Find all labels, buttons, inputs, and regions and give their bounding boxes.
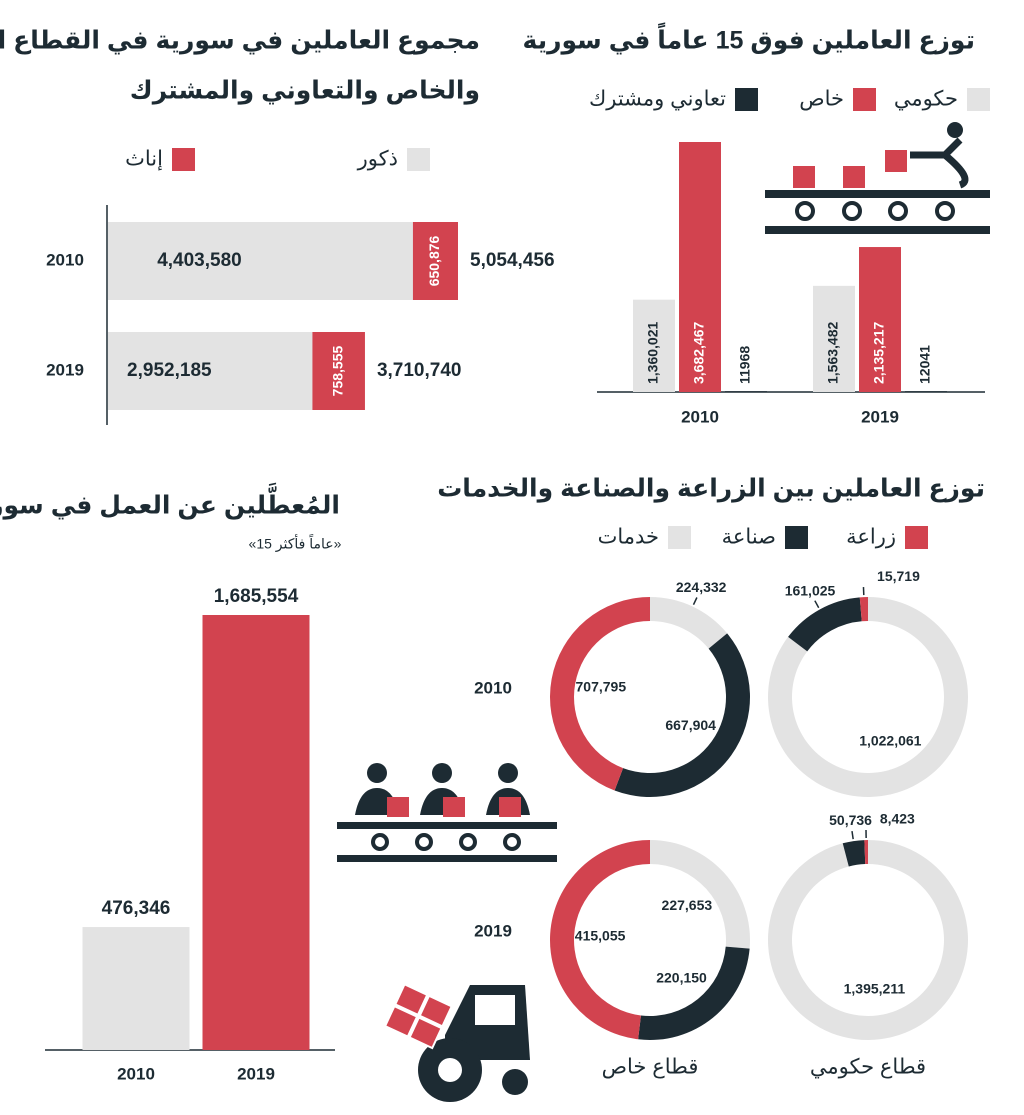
value-label: 1,022,061 bbox=[859, 732, 921, 748]
category-label: 2019 bbox=[237, 1064, 275, 1083]
value-label: 224,332 bbox=[676, 579, 727, 595]
bar-segment bbox=[312, 332, 365, 410]
bar-segment bbox=[412, 222, 458, 300]
legend-label: إناث bbox=[125, 148, 163, 172]
value-label: 707,795 bbox=[576, 679, 627, 695]
bar bbox=[813, 285, 855, 392]
value-label: 758,555 bbox=[329, 345, 345, 396]
value-label: 1,685,554 bbox=[214, 586, 299, 607]
value-label: 15,719 bbox=[877, 568, 920, 584]
value-label: 8,423 bbox=[880, 811, 915, 827]
legend-label: خاص bbox=[799, 88, 844, 111]
value-label: 227,653 bbox=[662, 897, 713, 913]
donut-segment bbox=[614, 633, 751, 797]
value-label: 415,055 bbox=[575, 928, 626, 944]
bar bbox=[202, 615, 310, 1050]
category-label: 2019 bbox=[861, 407, 899, 426]
value-label: 11968 bbox=[737, 346, 753, 384]
bar-segment bbox=[108, 222, 413, 300]
leader-line bbox=[692, 597, 698, 606]
tractor-icon bbox=[383, 983, 530, 1102]
factory-icon bbox=[765, 122, 990, 234]
category-label: 2010 bbox=[46, 250, 84, 269]
bar bbox=[859, 247, 901, 392]
total-label: 5,054,456 bbox=[470, 250, 555, 271]
legend-swatch bbox=[407, 148, 430, 171]
donut-segment bbox=[859, 597, 868, 622]
chart-subtitle: «15 عاماً فأكثر» bbox=[249, 534, 342, 553]
value-label: 3,682,467 bbox=[691, 322, 707, 384]
donut-segment bbox=[768, 839, 969, 1040]
donut-segment bbox=[549, 840, 650, 1040]
value-label: 1,563,482 bbox=[825, 322, 841, 384]
bar-segment bbox=[108, 332, 313, 410]
donut-segment bbox=[650, 840, 750, 949]
bar bbox=[82, 927, 190, 1050]
donut-segment bbox=[842, 840, 866, 867]
value-label: 12041 bbox=[917, 345, 933, 384]
legend-label: حكومي bbox=[894, 88, 958, 111]
category-label: 2019 bbox=[46, 360, 84, 379]
donut-segment bbox=[549, 597, 650, 791]
bar bbox=[905, 391, 947, 392]
category-label: 2010 bbox=[117, 1064, 155, 1083]
row-label: 2010 bbox=[474, 678, 512, 697]
value-label: 1,395,211 bbox=[844, 980, 906, 996]
legend-swatch bbox=[785, 526, 808, 549]
row-label: 2019 bbox=[474, 921, 512, 940]
value-label: 2,135,217 bbox=[871, 322, 887, 384]
bar bbox=[633, 299, 675, 392]
chart-title: توزع العاملين فوق 15 عاماً في سورية bbox=[523, 22, 975, 55]
chart-title: المُعطَّلين عن العمل في سورية bbox=[0, 482, 340, 520]
legend-swatch bbox=[668, 526, 691, 549]
legend-label: ذكور bbox=[357, 148, 398, 171]
value-label: 1,360,021 bbox=[645, 322, 661, 384]
legend-label: زراعة bbox=[846, 526, 896, 549]
value-label: 476,346 bbox=[102, 898, 171, 919]
legend-label: خدمات bbox=[598, 526, 659, 549]
donut-segment bbox=[788, 597, 862, 652]
chart-title: مجموع العاملين في سورية في القطاع العام bbox=[0, 27, 480, 56]
value-label: 650,876 bbox=[426, 235, 442, 286]
value-label: 667,904 bbox=[665, 717, 716, 733]
value-label: 161,025 bbox=[785, 583, 836, 599]
column-label: قطاع خاص bbox=[602, 1056, 699, 1079]
chart-title: توزع العاملين بين الزراعة والصناعة والخد… bbox=[437, 475, 985, 504]
legend-swatch bbox=[967, 88, 990, 111]
donut-segment bbox=[638, 946, 750, 1040]
donut-segment bbox=[864, 840, 868, 865]
value-label: 50,736 bbox=[829, 812, 872, 828]
legend-swatch bbox=[905, 526, 928, 549]
value-label: 4,403,580 bbox=[157, 250, 242, 271]
value-label: 220,150 bbox=[656, 970, 707, 986]
legend-label: صناعة bbox=[722, 526, 776, 549]
legend-swatch bbox=[735, 88, 758, 111]
value-label: 2,952,185 bbox=[127, 360, 212, 381]
bar bbox=[679, 142, 721, 392]
legend-swatch bbox=[853, 88, 876, 111]
leader-line bbox=[851, 831, 854, 840]
leader-line bbox=[814, 600, 820, 609]
donut-segment bbox=[650, 597, 728, 649]
legend-label: تعاوني ومشترك bbox=[589, 88, 726, 111]
workers-icon bbox=[337, 763, 557, 862]
legend-swatch bbox=[172, 148, 195, 171]
bar bbox=[725, 391, 767, 392]
total-label: 3,710,740 bbox=[377, 360, 462, 381]
chart-title: والخاص والتعاوني والمشترك bbox=[130, 77, 480, 106]
column-label: قطاع حكومي bbox=[810, 1056, 926, 1079]
category-label: 2010 bbox=[681, 407, 719, 426]
